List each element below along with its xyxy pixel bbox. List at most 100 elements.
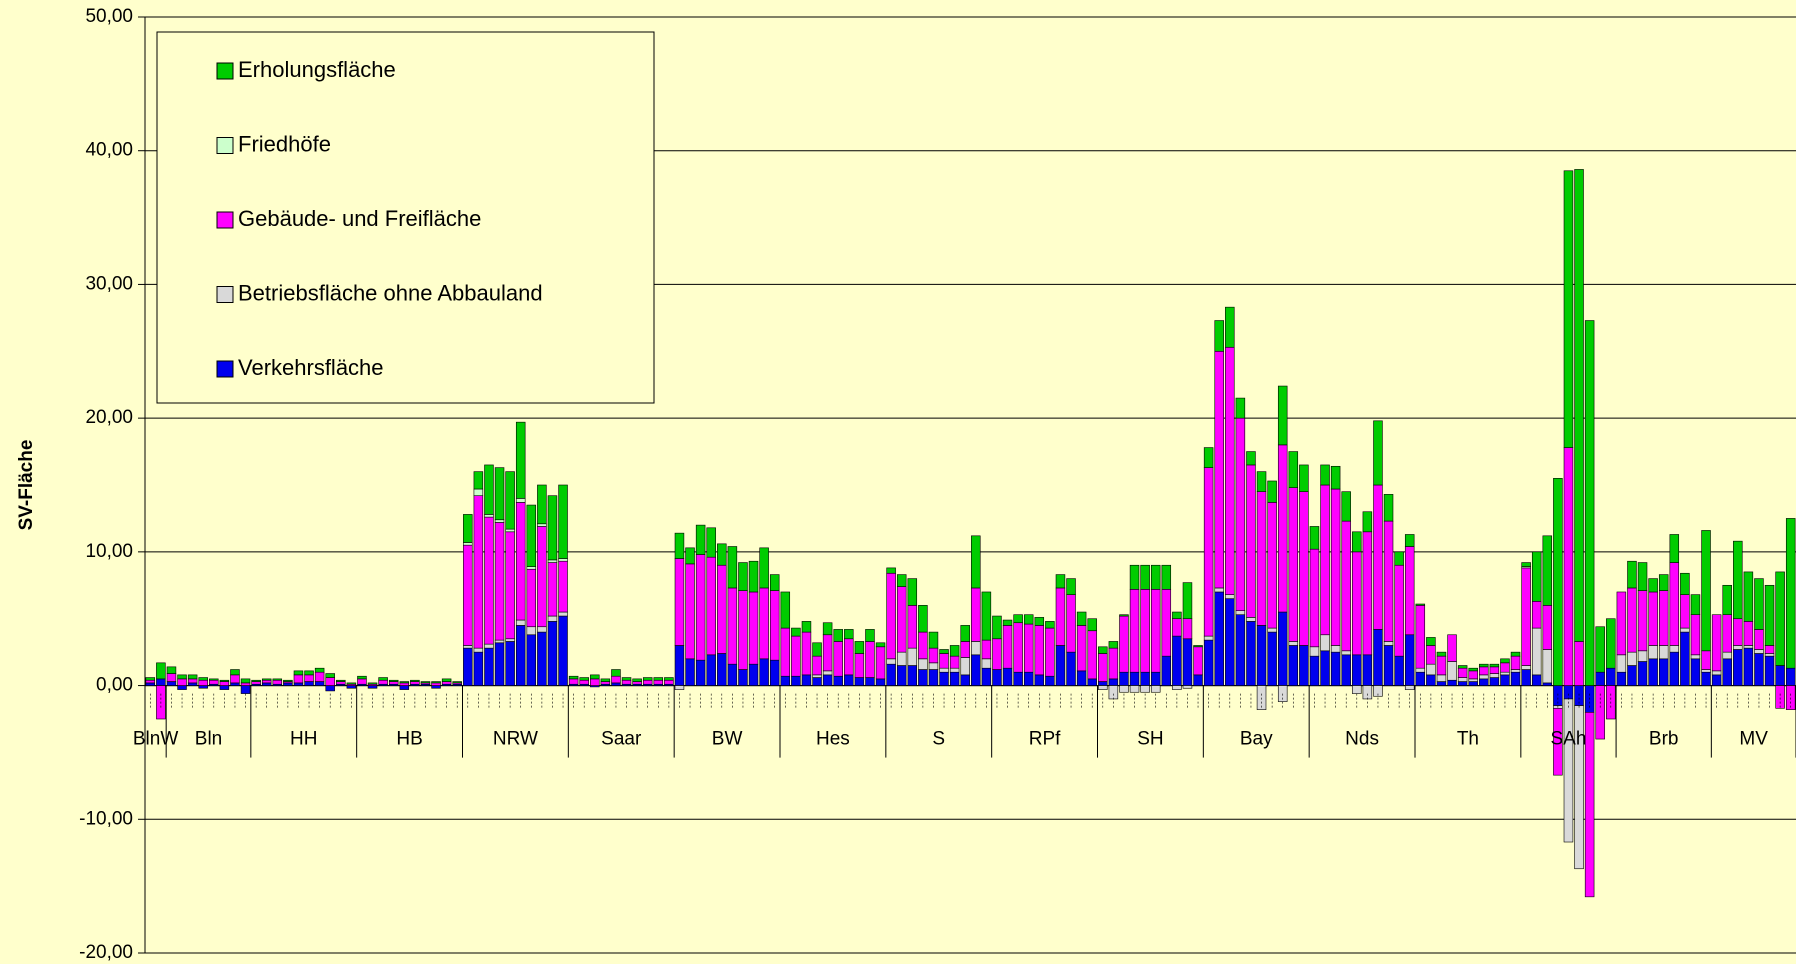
bar-segment — [441, 678, 452, 682]
bar-segment — [219, 681, 230, 686]
bar-segment — [981, 591, 992, 641]
bar-segment — [187, 678, 198, 684]
bar-segment — [547, 562, 558, 617]
bar-segment — [1383, 641, 1394, 646]
bar-segment — [515, 502, 526, 621]
bar-segment — [187, 674, 198, 680]
bar-segment — [1013, 614, 1023, 624]
legend-swatch — [216, 211, 234, 229]
bar-segment — [738, 669, 748, 686]
bar-segment — [431, 685, 441, 689]
bar-segment — [1362, 511, 1373, 533]
bar-segment — [1690, 658, 1701, 686]
bar-segment — [1690, 614, 1701, 656]
bar-segment — [1045, 621, 1055, 629]
bar-segment — [1743, 621, 1754, 646]
bar-segment — [1754, 629, 1764, 650]
bar-segment — [1500, 658, 1510, 664]
bar-segment — [399, 682, 410, 686]
bar-segment — [1055, 574, 1066, 589]
group-label: Th — [1457, 729, 1479, 750]
bar-segment — [907, 578, 918, 606]
bar-segment — [1023, 671, 1034, 686]
bar-segment — [1722, 614, 1732, 653]
bar-segment — [1246, 451, 1256, 466]
bar-segment — [674, 558, 685, 646]
bar-segment — [706, 556, 716, 656]
bar-segment — [907, 647, 918, 666]
bar-segment — [1225, 594, 1235, 599]
bar-segment — [1531, 551, 1542, 602]
bar-segment — [939, 653, 949, 669]
bar-segment — [1235, 610, 1246, 616]
bar-segment — [738, 562, 748, 591]
bar-segment — [177, 685, 187, 690]
bar-segment — [1034, 674, 1045, 686]
bar-segment — [336, 679, 346, 682]
bar-segment — [484, 516, 494, 645]
bar-segment — [219, 685, 230, 690]
bar-segment — [664, 679, 674, 685]
bar-segment — [187, 682, 198, 686]
bar-segment — [1087, 630, 1097, 680]
bar-segment — [1023, 623, 1034, 673]
bar-segment — [918, 669, 928, 686]
bar-segment — [1288, 645, 1299, 686]
bar-segment — [1764, 653, 1775, 657]
bar-segment — [515, 421, 526, 499]
bar-segment — [304, 674, 314, 682]
bar-segment — [1309, 655, 1320, 686]
bar-segment — [1098, 681, 1108, 686]
bar-segment — [1531, 601, 1542, 629]
bar-segment — [1775, 571, 1785, 666]
bar-segment — [1203, 447, 1214, 468]
bar-segment — [653, 679, 664, 685]
bar-segment — [1764, 584, 1775, 646]
bar-segment — [1627, 651, 1637, 666]
bar-segment — [547, 621, 558, 686]
bar-segment — [261, 678, 272, 681]
bar-segment — [558, 558, 568, 562]
bar-segment — [844, 629, 854, 640]
bar-segment — [1013, 622, 1023, 673]
bar-segment — [1447, 679, 1457, 686]
bar-segment — [1299, 645, 1309, 686]
bar-segment — [240, 685, 251, 694]
bar-segment — [1108, 678, 1119, 686]
bar-segment — [928, 631, 939, 649]
bar-segment — [1394, 564, 1404, 657]
bar-segment — [166, 681, 177, 686]
bar-segment — [526, 568, 537, 628]
bar-segment — [1055, 645, 1066, 686]
bar-segment — [759, 658, 769, 686]
bar-segment — [1711, 614, 1722, 672]
bar-segment — [653, 677, 664, 681]
bar-segment — [928, 647, 939, 664]
bar-segment — [1119, 671, 1129, 686]
bar-segment — [1648, 645, 1658, 660]
bar-segment — [1479, 674, 1489, 680]
bar-segment — [547, 615, 558, 622]
bar-segment — [717, 564, 727, 654]
bar-segment — [960, 657, 970, 676]
bar-segment — [1510, 671, 1521, 686]
bar-segment — [1246, 464, 1256, 618]
bar-segment — [1034, 617, 1045, 626]
bar-segment — [1066, 578, 1076, 595]
bar-segment — [992, 669, 1002, 686]
bar-segment — [1733, 649, 1743, 686]
bar-segment — [463, 514, 473, 543]
bar-segment — [547, 559, 558, 563]
bar-segment — [759, 587, 769, 660]
bar-segment — [484, 464, 494, 515]
bar-segment — [833, 641, 843, 677]
bar-segment — [632, 681, 642, 685]
bar-segment — [1225, 306, 1235, 348]
bar-segment — [484, 514, 494, 518]
bar-segment — [621, 677, 632, 681]
y-tick-label: 50,00 — [85, 6, 133, 27]
bar-segment — [505, 641, 515, 686]
bar-segment — [1542, 605, 1553, 650]
bar-segment — [621, 679, 632, 685]
y-tick-label: -10,00 — [79, 808, 133, 829]
